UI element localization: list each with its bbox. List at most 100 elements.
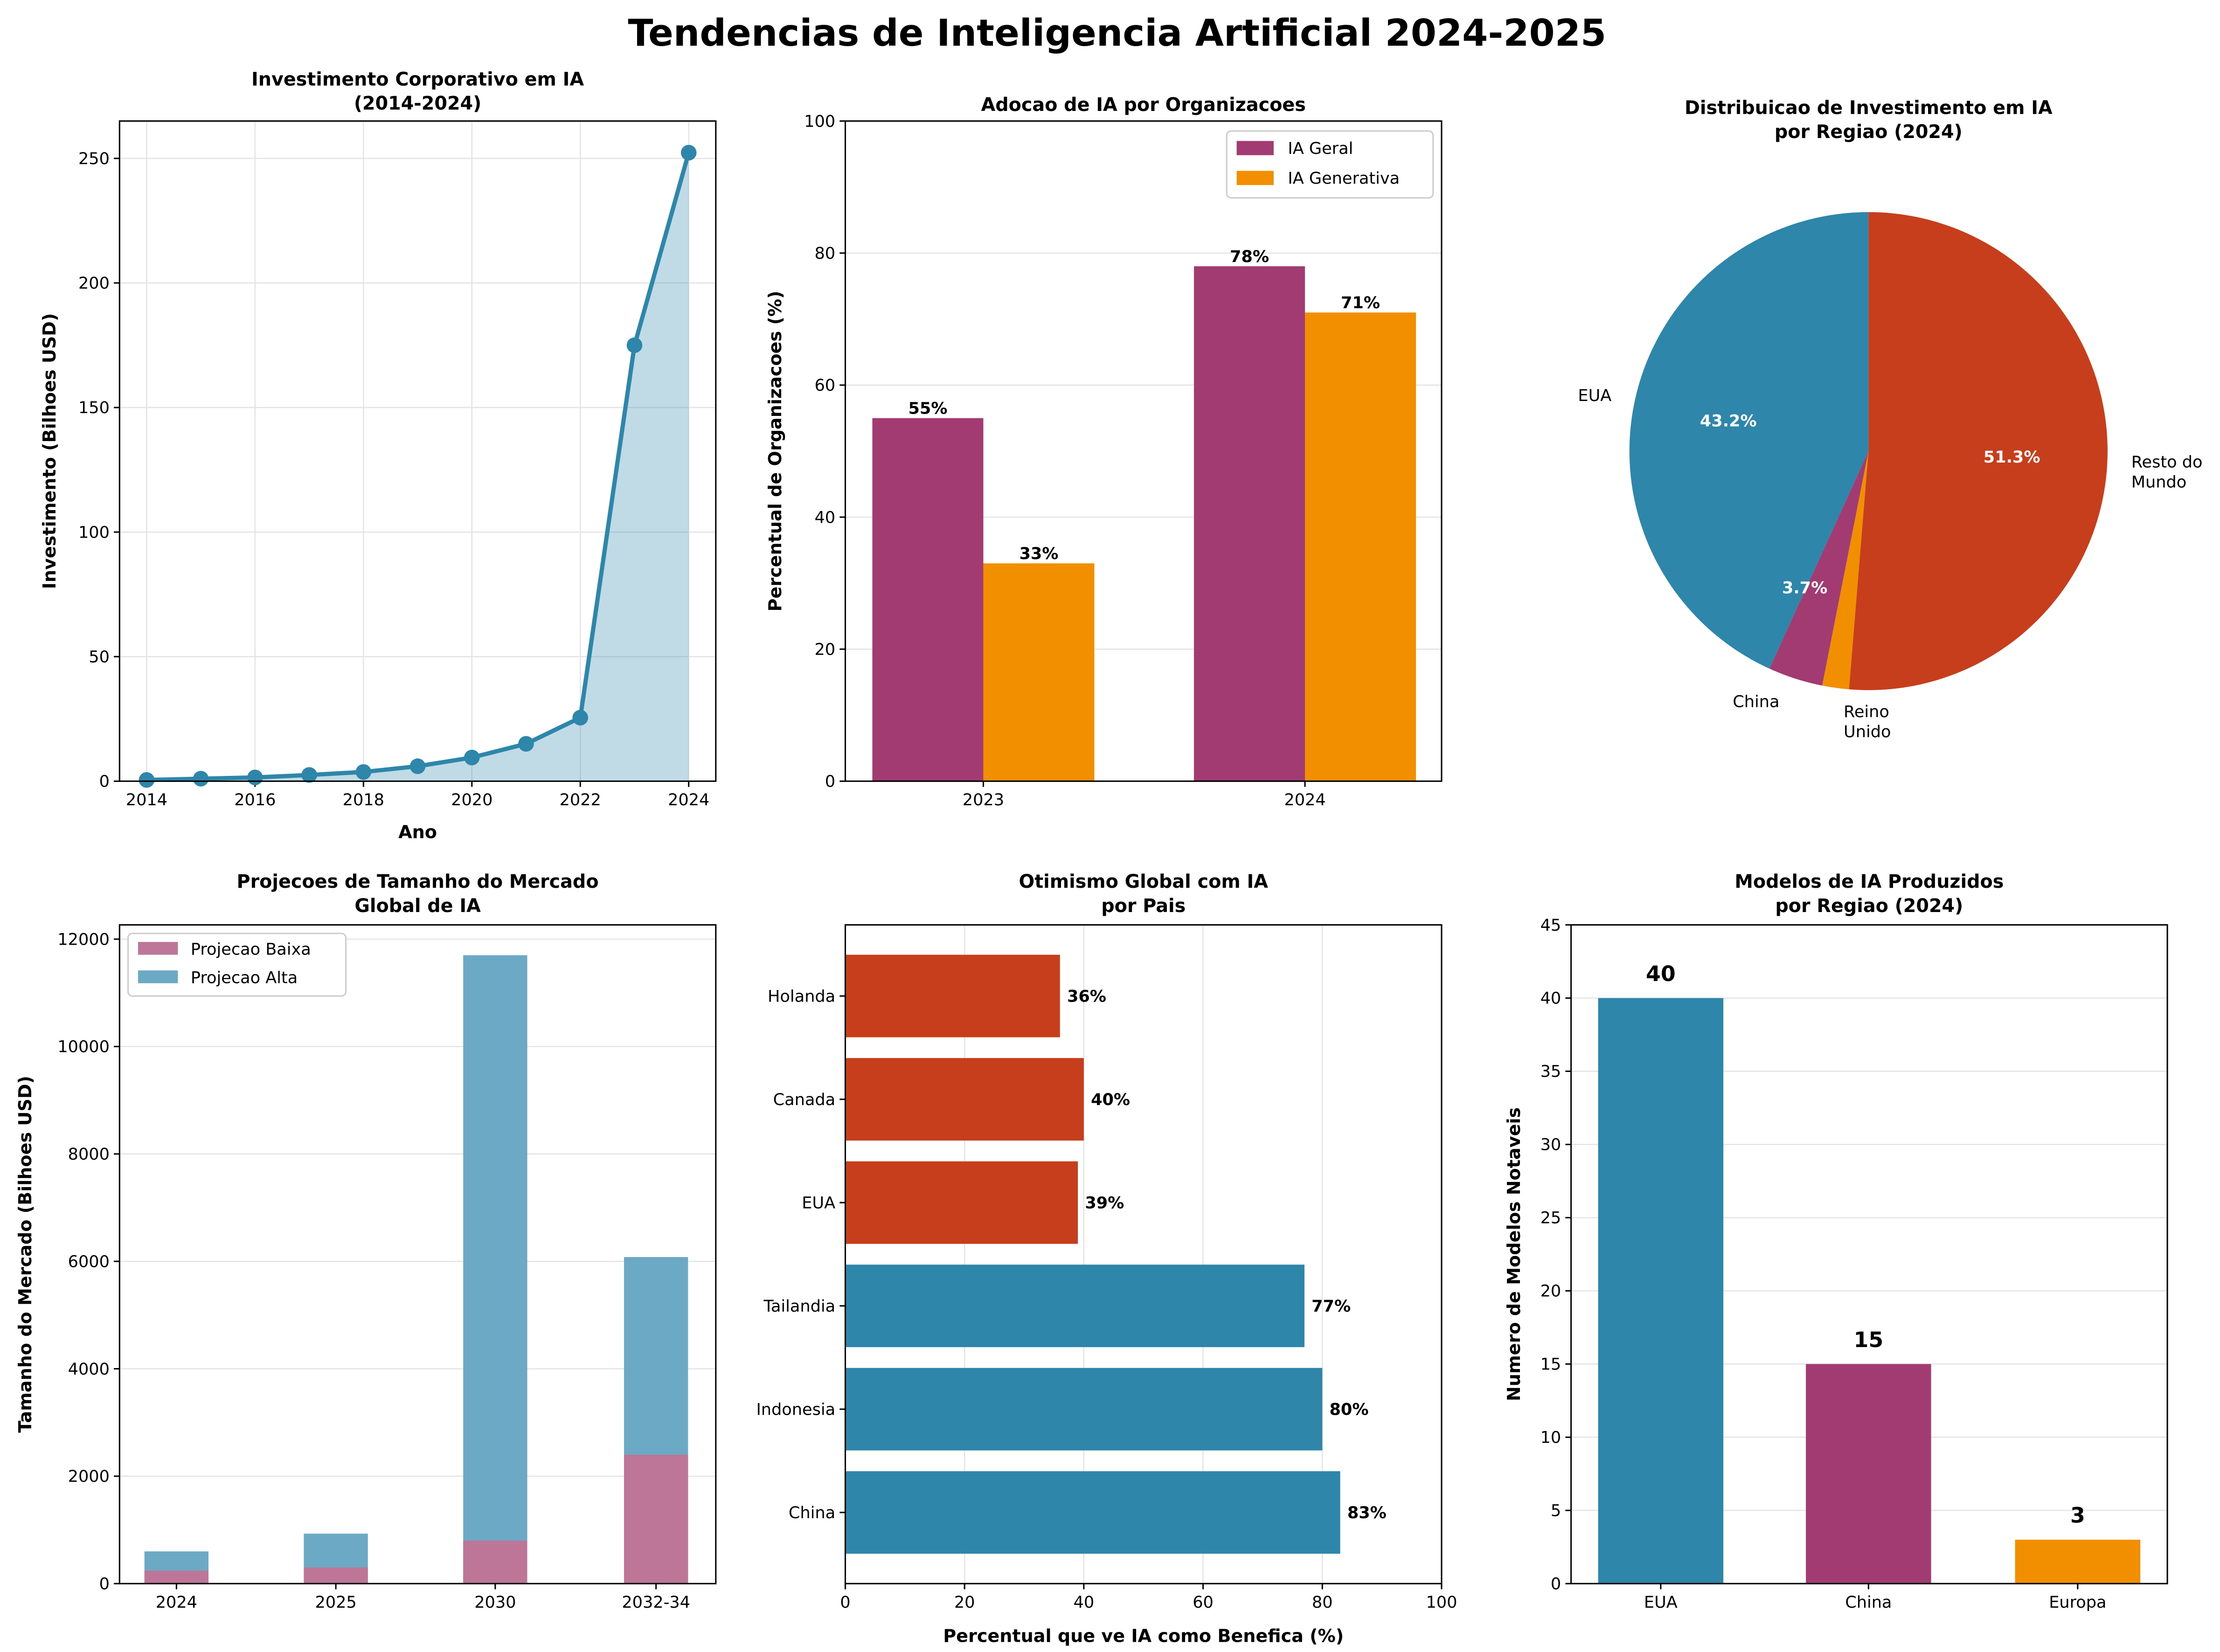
slice-label: EUA xyxy=(1578,386,1611,405)
x-tick-label: 2024 xyxy=(156,1593,197,1612)
y-tick-label: 25 xyxy=(1540,1209,1561,1228)
bar-ia-geral xyxy=(872,418,984,781)
pie-slice xyxy=(1769,451,1869,686)
data-label: 80% xyxy=(1330,1400,1369,1419)
data-point xyxy=(572,710,589,726)
y-tick-label: Tailandia xyxy=(763,1297,835,1316)
axes-frame xyxy=(1570,924,2168,1584)
legend-swatch xyxy=(1236,141,1274,155)
x-tick-label: Europa xyxy=(2049,1593,2106,1612)
y-tick-label: 150 xyxy=(78,398,110,417)
y-tick-label: Holanda xyxy=(768,987,835,1006)
slice-label: China xyxy=(1733,692,1779,712)
data-point xyxy=(409,758,426,774)
bar-ia-generativa xyxy=(983,563,1095,781)
y-tick-label: 40 xyxy=(814,508,835,527)
pie-slice xyxy=(1629,212,1869,669)
data-label: 33% xyxy=(1019,544,1058,563)
x-tick-label: 2020 xyxy=(451,790,493,809)
data-point xyxy=(626,337,643,353)
y-tick-label: 0 xyxy=(1551,1575,1561,1594)
x-tick-label: EUA xyxy=(1644,1593,1678,1612)
pct-label: 51.3% xyxy=(1984,448,2040,467)
legend-swatch xyxy=(138,970,178,983)
y-axis-label: Investimento (Bilhoes USD) xyxy=(39,313,60,589)
x-tick-label: 2014 xyxy=(126,790,167,809)
chart-title: Distribuicao de Investimento em IA por Re… xyxy=(1685,97,2053,143)
slice-label: Reino Unido xyxy=(1844,702,1891,741)
x-tick-label: 2022 xyxy=(560,790,601,809)
x-tick-label: 100 xyxy=(1426,1593,1457,1612)
y-tick-label: 10000 xyxy=(57,1037,110,1057)
x-tick-label: 40 xyxy=(1074,1593,1095,1612)
data-label: 15 xyxy=(1853,1327,1883,1352)
y-tick-label: 8000 xyxy=(68,1145,110,1164)
y-tick-label: 15 xyxy=(1540,1355,1561,1374)
data-label: 55% xyxy=(908,399,947,418)
legend-swatch xyxy=(138,942,178,955)
x-tick-label: 2024 xyxy=(668,790,709,809)
y-tick-label: 100 xyxy=(804,112,835,131)
bar-projecao-baixa xyxy=(463,1541,527,1584)
y-tick-label: Indonesia xyxy=(756,1400,835,1419)
axes-frame xyxy=(118,924,717,1584)
x-tick-label: 80 xyxy=(1312,1593,1333,1612)
y-tick-label: 30 xyxy=(1540,1135,1561,1154)
y-tick-label: 0 xyxy=(99,772,110,791)
bar-projecao-alta xyxy=(463,955,527,1584)
y-axis-label: Tamanho do Mercado (Bilhoes USD) xyxy=(15,1076,35,1433)
y-tick-label: 50 xyxy=(89,647,110,666)
axes-frame xyxy=(118,120,717,782)
x-tick-label: China xyxy=(1845,1593,1892,1612)
bar-tailandia xyxy=(845,1265,1304,1348)
bar-indonesia xyxy=(845,1368,1323,1451)
pct-label: 3.7% xyxy=(1782,579,1827,598)
data-label: 77% xyxy=(1311,1297,1351,1316)
data-point xyxy=(464,749,480,766)
x-tick-label: 2016 xyxy=(234,790,276,809)
chart-title: Otimismo Global com IA por Pais xyxy=(1019,871,1268,917)
legend-swatch xyxy=(1236,171,1274,185)
legend-label: Projecao Baixa xyxy=(191,940,311,959)
x-tick-label: 20 xyxy=(954,1593,975,1612)
x-tick-label: 2023 xyxy=(963,790,1004,809)
data-point xyxy=(680,145,697,161)
y-tick-label: 100 xyxy=(78,523,110,542)
y-tick-label: 0 xyxy=(825,772,835,791)
data-point xyxy=(139,772,155,788)
y-tick-label: EUA xyxy=(802,1193,835,1212)
bar-projecao-baixa xyxy=(624,1454,688,1584)
data-label: 36% xyxy=(1067,987,1106,1006)
y-tick-label: 80 xyxy=(814,244,835,263)
legend-label: IA Generativa xyxy=(1288,169,1400,188)
y-tick-label: 0 xyxy=(99,1575,110,1594)
bar-china xyxy=(1806,1364,1931,1584)
bar-europa xyxy=(2015,1540,2141,1584)
legend-box xyxy=(1226,130,1434,199)
y-tick-label: 6000 xyxy=(68,1252,110,1271)
x-tick-label: 0 xyxy=(840,1593,850,1612)
data-label: 78% xyxy=(1230,247,1269,266)
y-tick-label: 40 xyxy=(1540,989,1561,1008)
bar-projecao-baixa xyxy=(304,1567,368,1584)
legend-box xyxy=(127,933,347,997)
x-axis-label: Ano xyxy=(398,822,437,842)
pie-slice xyxy=(1822,451,1869,690)
y-tick-label: 35 xyxy=(1540,1062,1561,1081)
data-label: 83% xyxy=(1347,1503,1387,1522)
y-tick-label: 200 xyxy=(78,274,110,293)
x-tick-label: 2018 xyxy=(343,790,384,809)
bar-holanda xyxy=(845,954,1060,1037)
y-tick-label: 250 xyxy=(78,149,110,168)
y-tick-label: 20 xyxy=(1540,1282,1561,1301)
x-tick-label: 2030 xyxy=(474,1593,516,1612)
bar-ia-generativa xyxy=(1305,312,1416,781)
y-axis-label: Numero de Modelos Notaveis xyxy=(1504,1107,1524,1401)
bar-eua xyxy=(845,1161,1078,1244)
slice-label: Resto do Mundo xyxy=(2131,453,2203,492)
bar-ia-geral xyxy=(1194,266,1305,781)
data-point xyxy=(355,764,372,780)
data-label: 40 xyxy=(1646,961,1676,986)
legend-label: IA Geral xyxy=(1288,139,1353,158)
